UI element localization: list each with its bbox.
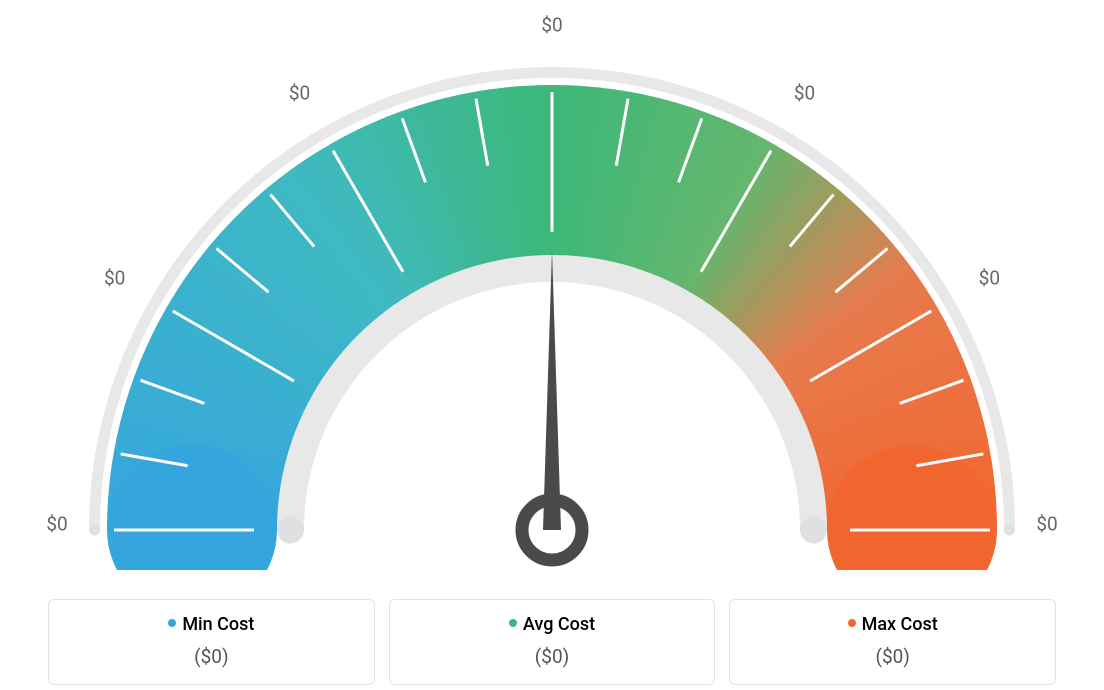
legend-max-label: Max Cost	[862, 614, 938, 635]
gauge-axis-label: $0	[794, 81, 815, 104]
gauge-axis-label: $0	[979, 266, 1000, 289]
gauge-axis-label: $0	[104, 266, 125, 289]
legend-avg-value: ($0)	[400, 645, 705, 668]
gauge-axis-label: $0	[541, 14, 562, 37]
legend-max-value: ($0)	[740, 645, 1045, 668]
gauge-svg	[52, 10, 1052, 570]
legend-avg-dot	[509, 619, 517, 627]
legend-min: Min Cost ($0)	[48, 599, 375, 685]
legend-min-value: ($0)	[59, 645, 364, 668]
legend-avg-label: Avg Cost	[523, 614, 595, 635]
legend-avg: Avg Cost ($0)	[389, 599, 716, 685]
legend-avg-title: Avg Cost	[400, 614, 705, 635]
gauge-axis-label: $0	[289, 81, 310, 104]
legend-min-label: Min Cost	[182, 614, 254, 635]
legend-max-title: Max Cost	[740, 614, 1045, 635]
gauge-area: $0$0$0$0$0$0$0	[52, 10, 1052, 570]
gauge-chart-container: $0 $0 $0 $0 $0 $0 $0 Min Cost ($0) Avg Cost ($…	[0, 0, 1104, 690]
gauge-axis-label: $0	[46, 513, 67, 536]
gauge-axis-label: $0	[1036, 513, 1057, 536]
legend-max-dot	[848, 619, 856, 627]
legend-max: Max Cost ($0)	[729, 599, 1056, 685]
legend-row: Min Cost ($0) Avg Cost ($0) Max Cost ($0…	[48, 599, 1056, 685]
legend-min-dot	[168, 619, 176, 627]
legend-min-title: Min Cost	[59, 614, 364, 635]
